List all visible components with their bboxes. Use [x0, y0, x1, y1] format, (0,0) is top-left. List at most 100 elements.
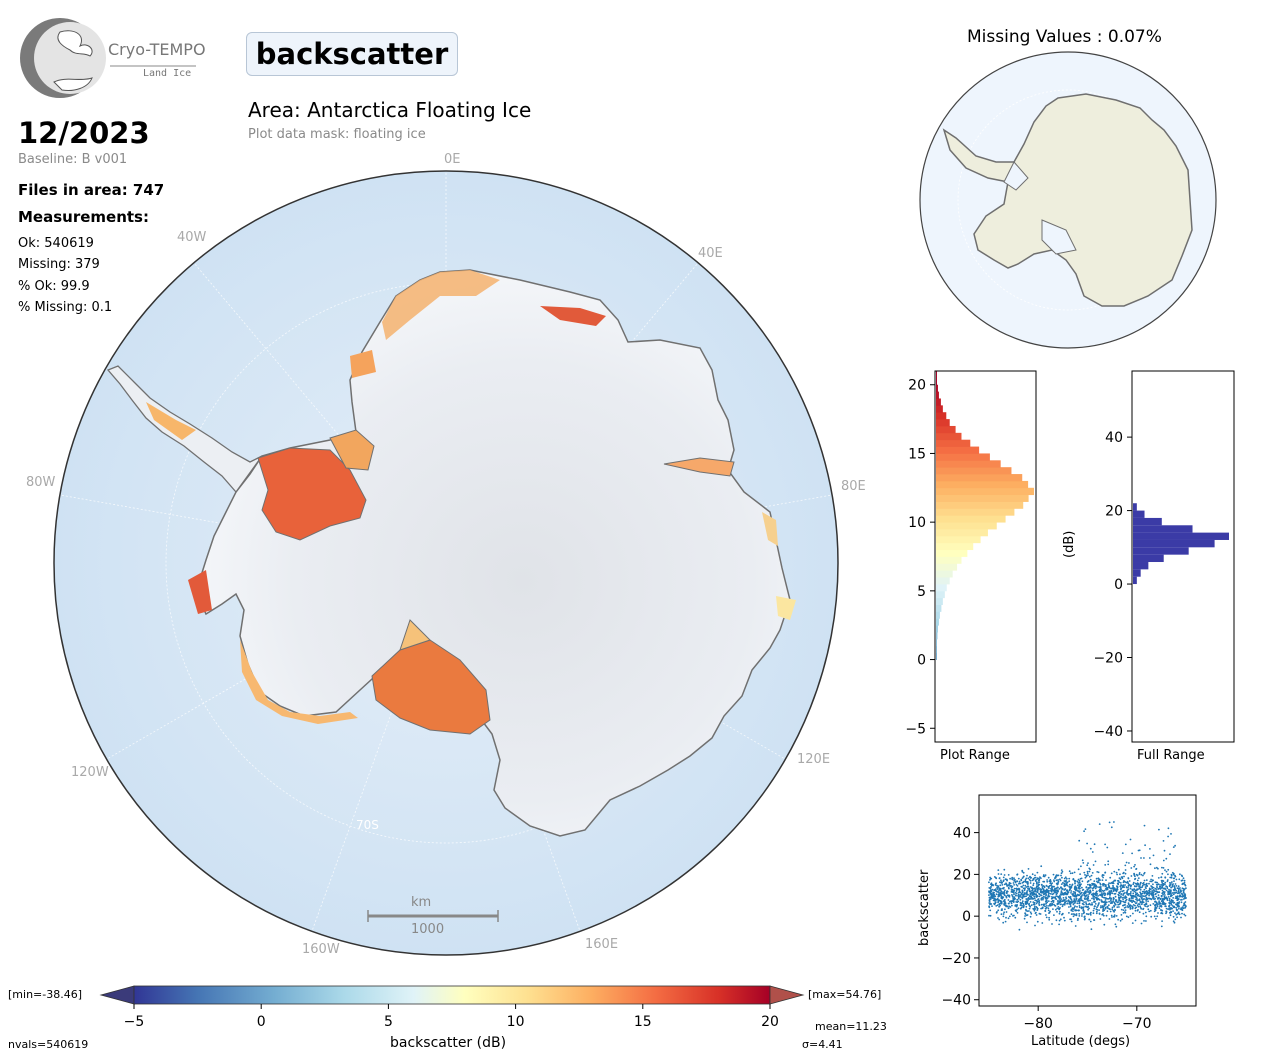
scatter-point [1150, 880, 1153, 883]
scatter-point [1119, 887, 1122, 889]
scatter-point [1099, 889, 1102, 892]
scatter-point [990, 877, 993, 880]
scatter-point [1089, 920, 1092, 923]
scatter-point [1092, 889, 1094, 892]
scatter-point [1153, 915, 1156, 918]
scatter-point [1170, 873, 1173, 876]
scatter-point [1142, 901, 1145, 904]
histogram-bar [1133, 554, 1164, 563]
scatter-point [988, 894, 990, 896]
scatter-point [997, 885, 1000, 887]
scatter-point [1029, 875, 1031, 878]
scatter-point [1094, 885, 1096, 888]
scatter-point [1140, 903, 1143, 906]
scatter-point [1090, 928, 1093, 931]
histogram-bar [1133, 532, 1229, 540]
scatter-point [1063, 880, 1066, 882]
scatter-point [1126, 886, 1128, 889]
scatter-point [1105, 901, 1107, 904]
scatter-point [995, 882, 997, 885]
scatter-point [1074, 894, 1077, 896]
scatter-point [1096, 871, 1099, 873]
scatter-point [1034, 924, 1036, 927]
scatter-point [1152, 903, 1155, 905]
scatter-point [989, 902, 991, 904]
scatter-point [1001, 897, 1004, 900]
scatter-point [1145, 915, 1148, 918]
scatter-point [1108, 890, 1111, 893]
scatter-point [1064, 891, 1067, 894]
backscatter-scatter: −40 −20 0 20 40 −80 −70 [941, 794, 1197, 1030]
scatter-point [1143, 898, 1145, 900]
scatter-point [1150, 885, 1152, 887]
scatter-point [1085, 913, 1088, 915]
histogram-bar [936, 453, 990, 461]
scatter-point [1104, 885, 1107, 888]
scatter-point [1106, 897, 1109, 900]
scatter-point [1145, 903, 1148, 906]
scatter-point [1177, 885, 1180, 888]
scatter-point [1084, 828, 1087, 830]
measurements-label: Measurements: [18, 208, 149, 226]
scatter-point [1016, 908, 1018, 911]
scatter-point [1056, 903, 1059, 906]
scatter-point [1168, 899, 1171, 902]
scatter-point [1050, 883, 1053, 885]
scatter-point [1177, 898, 1180, 900]
scatter-point [1074, 902, 1076, 904]
scatter-point [1079, 887, 1081, 890]
scatter-point [1021, 900, 1024, 903]
scatter-point [1174, 912, 1176, 914]
scatter-point [1182, 898, 1185, 900]
scatter-point [1141, 897, 1143, 899]
scatter-point [1172, 910, 1174, 912]
scatter-point [1095, 892, 1097, 894]
scatter-point [1075, 897, 1078, 899]
scatter-point [1130, 867, 1133, 869]
scatter-point [1183, 894, 1185, 897]
scatter-point [1145, 890, 1147, 893]
scatter-point [1063, 889, 1066, 891]
scatter-point [1025, 905, 1028, 908]
scatter-point [1170, 907, 1172, 909]
scatter-point [1065, 882, 1068, 884]
y-tick-label: 20 [1105, 504, 1123, 520]
scatter-point [1027, 885, 1029, 888]
scatter-point [1139, 891, 1141, 894]
inset-title: Missing Values : 0.07% [967, 27, 1162, 47]
scatter-point [1036, 877, 1039, 879]
scatter-point [1072, 910, 1074, 912]
baseline-label: Baseline: B v001 [18, 152, 128, 167]
full-range-frame [1131, 370, 1235, 743]
scatter-point [1029, 915, 1032, 918]
scatter-point [1033, 909, 1036, 912]
scatter-point [1118, 877, 1121, 879]
scatter-point [1078, 906, 1081, 909]
scatter-point [1004, 920, 1007, 923]
scatter-point [1111, 902, 1113, 904]
scatter-point [1146, 898, 1148, 901]
scatter-point [1178, 905, 1180, 908]
scatter-point [1040, 903, 1043, 906]
colorbar: −5 0 5 10 15 20 [99, 985, 805, 1030]
scatter-point [1060, 874, 1062, 877]
scatter-point [1078, 915, 1081, 917]
scatter-point [1093, 905, 1096, 908]
scatter-point [1012, 897, 1015, 900]
scatter-point [1004, 908, 1006, 911]
scatter-point [1113, 910, 1115, 913]
scatter-point [1110, 887, 1112, 890]
scatter-point [1169, 914, 1172, 917]
scatter-point [1160, 895, 1163, 897]
scatter-point [1081, 880, 1084, 883]
scatter-point [1133, 888, 1135, 890]
scatter-point [1083, 897, 1086, 900]
scatter-point [1019, 898, 1022, 901]
scatter-point [1087, 894, 1089, 896]
scatter-point [1152, 891, 1155, 894]
scatter-point [1124, 895, 1127, 898]
scatter-point [1021, 869, 1024, 872]
scatter-point [1121, 890, 1124, 893]
scatter-point [1097, 895, 1099, 897]
scatter-point [1149, 848, 1151, 850]
